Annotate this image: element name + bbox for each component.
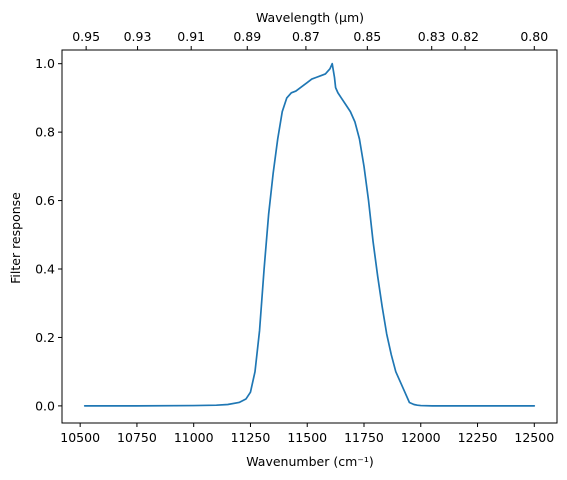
x-tick-label: 12500 — [514, 430, 554, 445]
top-x-axis-label: Wavelength (μm) — [256, 10, 364, 25]
top-x-tick-label: 0.89 — [233, 29, 261, 44]
top-x-tick-label: 0.87 — [292, 29, 320, 44]
x-tick-label: 12000 — [401, 430, 441, 445]
y-tick-label: 1.0 — [35, 56, 55, 71]
series-line-0 — [83, 62, 536, 407]
x-axis-label: Wavenumber (cm⁻¹) — [246, 454, 373, 469]
top-x-tick-label: 0.95 — [72, 29, 100, 44]
top-x-tick-label: 0.83 — [418, 29, 446, 44]
x-tick-label: 12250 — [458, 430, 498, 445]
top-x-tick-label: 0.85 — [353, 29, 381, 44]
top-x-tick-label: 0.91 — [177, 29, 205, 44]
x-tick-label: 11250 — [231, 430, 271, 445]
plot-area — [83, 62, 536, 407]
y-tick-label: 0.0 — [35, 398, 55, 413]
top-x-tick-label: 0.93 — [124, 29, 152, 44]
y-axis-label: Filter response — [8, 192, 23, 284]
y-tick-label: 0.6 — [35, 193, 55, 208]
x-tick-label: 11000 — [174, 430, 214, 445]
y-tick-label: 0.2 — [35, 330, 55, 345]
top-x-tick-label: 0.82 — [451, 29, 479, 44]
x-tick-label: 11500 — [287, 430, 327, 445]
x-tick-label: 10500 — [60, 430, 100, 445]
x-tick-label: 11750 — [344, 430, 384, 445]
x-tick-label: 10750 — [117, 430, 157, 445]
y-tick-label: 0.8 — [35, 125, 55, 140]
y-tick-label: 0.4 — [35, 262, 55, 277]
top-x-tick-label: 0.80 — [520, 29, 548, 44]
axes: 10500 10750 11000 11250 11500 11750 12000 12250… — [35, 29, 558, 445]
plot-frame — [61, 49, 558, 424]
